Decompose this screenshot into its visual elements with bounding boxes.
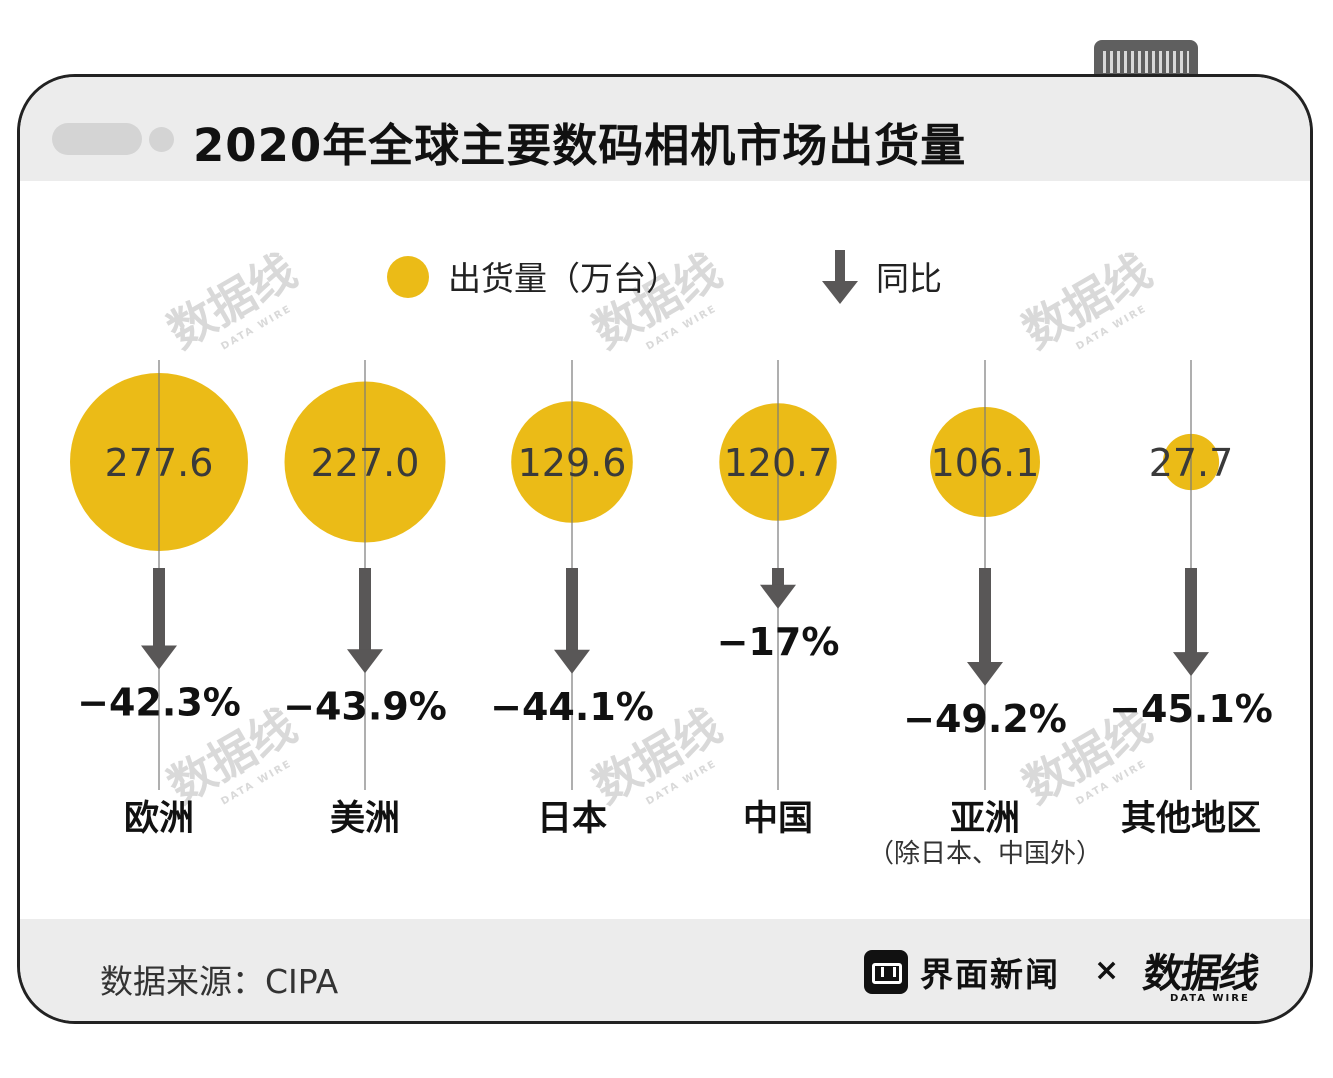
plot-area: 277.6−42.3%欧洲227.0−43.9%美洲129.6−44.1%日本1… [70, 360, 1273, 869]
jiemian-logo-icon [864, 950, 908, 994]
yoy-arrow-head-5 [1173, 652, 1209, 677]
yellow-circle-icon [387, 256, 429, 298]
bubble-value-label: 106.1 [931, 441, 1040, 485]
yoy-value-label: −17% [717, 620, 840, 664]
yoy-arrow-shaft-1 [359, 568, 371, 651]
yoy-arrow-head-2 [554, 649, 590, 674]
yoy-arrow-head-1 [347, 649, 383, 674]
category-note: （除日本、中国外） [868, 839, 1102, 869]
category-group-2: 129.6 −44.1% 日本 [490, 360, 654, 839]
yoy-arrow-shaft-2 [566, 568, 578, 651]
camera-pill-decoration [52, 123, 142, 155]
camera-grip-lines [1103, 51, 1189, 73]
bubble-value-label: 129.6 [518, 441, 627, 485]
category-label: 中国 [743, 799, 813, 839]
header-band: 2020年全球主要数码相机市场出货量 [20, 77, 1310, 181]
legend-bubble-label: 出货量（万台） [448, 259, 679, 298]
brand-datawire-logo: 数据线 DATA WIRE [1140, 941, 1264, 1007]
category-group-1: 227.0 −43.9% 美洲 [283, 360, 447, 839]
bubble-value-label: 27.7 [1149, 441, 1234, 485]
bubble-value-label: 120.7 [724, 441, 833, 485]
legend: 出货量（万台） 同比 [387, 250, 942, 304]
bubble-value-label: 227.0 [311, 441, 420, 485]
yoy-value-label: −43.9% [283, 684, 447, 728]
brand-separator: × [1094, 953, 1120, 988]
yoy-value-label: −49.2% [903, 697, 1067, 741]
chart-title: 2020年全球主要数码相机市场出货量 [193, 119, 967, 172]
legend-arrow-label: 同比 [876, 259, 942, 298]
bubble-value-label: 277.6 [105, 441, 214, 485]
yoy-arrow-head-0 [141, 645, 177, 670]
category-group-4: 106.1 −49.2% 亚洲（除日本、中国外） [868, 360, 1102, 869]
category-group-0: 277.6 −42.3% 欧洲 [70, 360, 248, 839]
yoy-arrow-head-3 [760, 584, 796, 609]
yoy-value-label: −42.3% [77, 680, 241, 724]
yoy-arrow-shaft-5 [1185, 568, 1197, 654]
category-group-5: 27.7 −45.1% 其他地区 [1109, 360, 1273, 839]
category-label: 欧洲 [124, 799, 194, 839]
down-arrow-icon [822, 250, 858, 304]
category-label: 亚洲 [950, 799, 1020, 839]
yoy-arrow-shaft-0 [153, 568, 165, 647]
footer-band: 数据来源：CIPA 界面新闻 × 数据线 DATA WIRE [20, 919, 1310, 1021]
brand-jiemian: 界面新闻 [864, 949, 1060, 995]
category-label: 日本 [537, 799, 607, 839]
yoy-value-label: −44.1% [490, 685, 654, 729]
yoy-arrow-shaft-4 [979, 568, 991, 663]
camera-grip-decoration [1094, 40, 1198, 80]
category-label: 美洲 [330, 799, 400, 839]
category-group-3: 120.7 −17% 中国 [717, 360, 840, 839]
camera-frame: 2020年全球主要数码相机市场出货量 数据来源：CIPA 界面新闻 × 数据线 … [17, 74, 1313, 1024]
yoy-arrow-head-4 [967, 662, 1003, 686]
yoy-arrow-shaft-3 [772, 568, 784, 586]
category-label: 其他地区 [1121, 799, 1261, 839]
brand-datawire-subtitle: DATA WIRE [1170, 993, 1250, 1004]
camera-dot-decoration [149, 127, 174, 152]
yoy-value-label: −45.1% [1109, 687, 1273, 731]
brand-jiemian-name: 界面新闻 [920, 955, 1060, 994]
source-note: 数据来源：CIPA [100, 962, 339, 1001]
